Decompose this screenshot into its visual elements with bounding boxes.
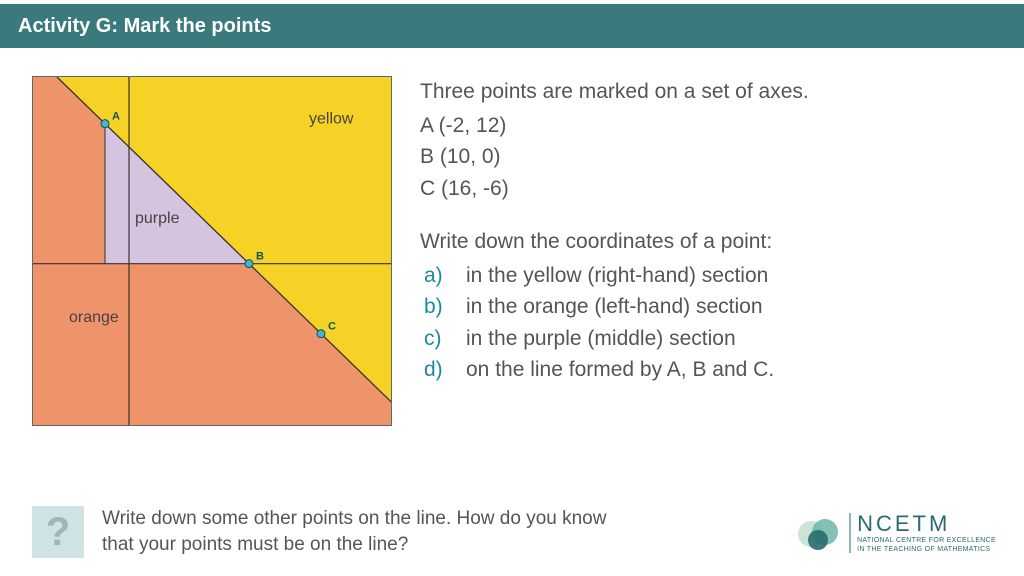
svg-text:A: A: [112, 111, 120, 123]
intro-text: Three points are marked on a set of axes…: [420, 76, 992, 108]
svg-text:yellow: yellow: [309, 111, 354, 128]
coordinate-diagram: yellow purple orange A B C: [32, 76, 392, 426]
option-item: d) on the line formed by A, B and C.: [424, 354, 992, 386]
points-list: A (-2, 12)B (10, 0)C (16, -6): [420, 110, 992, 205]
svg-text:C: C: [328, 321, 336, 333]
option-letter: c): [424, 323, 450, 355]
logo-acronym: NCETM: [857, 511, 996, 537]
option-text: in the yellow (right-hand) section: [466, 260, 768, 292]
option-text: in the orange (left-hand) section: [466, 291, 763, 323]
text-column: Three points are marked on a set of axes…: [420, 76, 992, 426]
point-line: A (-2, 12): [420, 110, 992, 142]
option-letter: b): [424, 291, 450, 323]
svg-text:B: B: [256, 251, 264, 263]
svg-text:purple: purple: [135, 210, 180, 227]
ncetm-logo: NCETM NATIONAL CENTRE FOR EXCELLENCE IN …: [795, 511, 996, 554]
options-list: a) in the yellow (right-hand) section b) in…: [420, 260, 992, 386]
point-line: B (10, 0): [420, 141, 992, 173]
option-text: on the line formed by A, B and C.: [466, 354, 774, 386]
logo-line1: NATIONAL CENTRE FOR EXCELLENCE: [857, 537, 996, 545]
logo-line2: IN THE TEACHING OF MATHEMATICS: [857, 546, 996, 554]
option-item: c) in the purple (middle) section: [424, 323, 992, 355]
option-letter: d): [424, 354, 450, 386]
extension-prompt: ? Write down some other points on the li…: [32, 506, 622, 558]
prompt-text: Write down some other points on the line…: [102, 506, 622, 557]
logo-divider: [849, 513, 851, 553]
point-line: C (16, -6): [420, 173, 992, 205]
activity-header: Activity G: Mark the points: [0, 4, 1024, 48]
option-item: a) in the yellow (right-hand) section: [424, 260, 992, 292]
option-letter: a): [424, 260, 450, 292]
svg-text:orange: orange: [69, 309, 119, 326]
question-intro: Write down the coordinates of a point:: [420, 226, 992, 258]
option-item: b) in the orange (left-hand) section: [424, 291, 992, 323]
content-area: yellow purple orange A B C Three points are m…: [0, 48, 1024, 426]
option-text: in the purple (middle) section: [466, 323, 736, 355]
question-mark-icon: ?: [32, 506, 84, 558]
activity-title: Activity G: Mark the points: [18, 15, 271, 38]
logo-graphic-icon: [795, 512, 843, 554]
diagram: yellow purple orange A B C: [32, 76, 392, 426]
